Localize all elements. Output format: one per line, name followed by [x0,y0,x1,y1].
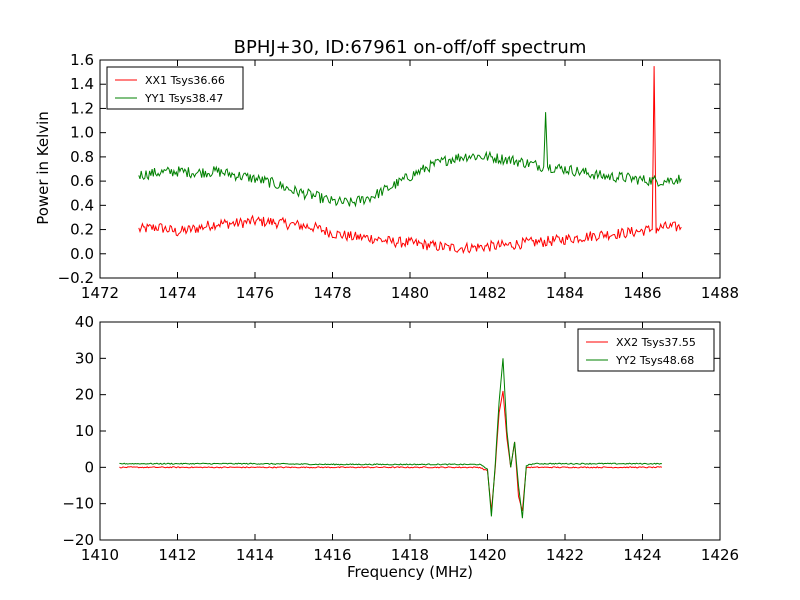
top-series-2-line [138,112,682,208]
y-tick-label: 1.2 [70,99,94,117]
legend-entry-label: YY1 Tsys38.47 [144,92,223,105]
top-y-ticks: −0.2 0.0 0.2 0.4 0.6 0.8 1.0 1.2 1.4 1.6 [58,51,720,287]
x-tick-label: 1420 [468,546,506,564]
bottom-x-axis-label: Frequency (MHz) [347,563,473,581]
y-tick-label: 0 [84,458,94,476]
y-tick-label: 0.4 [70,196,94,214]
y-tick-label: 20 [75,386,94,404]
top-x-ticks: 1472 1474 1476 1478 1480 1482 1484 1486 1488 [81,60,739,302]
x-tick-label: 1482 [468,284,506,302]
x-tick-label: 1480 [391,284,429,302]
top-legend-box [106,66,244,110]
legend-entry-label: YY2 Tsys48.68 [615,354,694,367]
x-tick-label: 1416 [313,546,351,564]
x-tick-label: 1486 [623,284,661,302]
top-chart-title: BPHJ+30, ID:67961 on-off/off spectrum [234,37,587,58]
top-legend: XX1 Tsys36.66 YY1 Tsys38.47 [106,66,244,110]
y-tick-label: 0.6 [70,172,94,190]
bottom-series-1-line [119,390,663,512]
top-series-1-line [138,66,682,255]
y-tick-label: −20 [62,531,94,549]
x-tick-label: 1410 [81,546,119,564]
legend-entry-label: XX1 Tsys36.66 [145,74,225,87]
y-tick-label: −0.2 [58,269,94,287]
x-tick-label: 1414 [236,546,274,564]
x-tick-label: 1478 [313,284,351,302]
x-tick-label: 1472 [81,284,119,302]
x-tick-label: 1474 [158,284,196,302]
y-tick-label: 0.0 [70,245,94,263]
bottom-legend: XX2 Tsys37.55 YY2 Tsys48.68 [577,328,715,372]
y-tick-label: 1.4 [70,75,94,93]
top-panel: BPHJ+30, ID:67961 on-off/off spectrum Po… [34,37,739,302]
y-tick-label: 10 [75,422,94,440]
x-tick-label: 1476 [236,284,274,302]
bottom-series-lines [119,358,663,519]
y-tick-label: 0.2 [70,221,94,239]
x-tick-label: 1422 [546,546,584,564]
x-tick-label: 1424 [623,546,661,564]
bottom-legend-box [577,328,715,372]
bottom-y-ticks: −20 −10 0 10 20 30 40 [62,313,720,549]
y-tick-label: 0.8 [70,148,94,166]
x-tick-label: 1418 [391,546,429,564]
y-tick-label: 30 [75,349,94,367]
x-tick-label: 1426 [701,546,739,564]
x-tick-label: 1484 [546,284,584,302]
y-tick-label: 1.0 [70,124,94,142]
legend-entry-label: XX2 Tsys37.55 [616,336,696,349]
top-series-lines [138,66,682,255]
bottom-x-ticks: 1410 1412 1414 1416 1418 1420 1422 1424 1426 [81,322,739,564]
bottom-panel: Frequency (MHz) 1410 1412 1414 1416 1418 1420… [62,313,739,581]
x-tick-label: 1488 [701,284,739,302]
x-tick-label: 1412 [158,546,196,564]
y-tick-label: 1.6 [70,51,94,69]
bottom-series-2-line [119,358,662,519]
y-tick-label: 40 [75,313,94,331]
top-y-axis-label: Power in Kelvin [34,111,52,225]
y-tick-label: −10 [62,495,94,513]
